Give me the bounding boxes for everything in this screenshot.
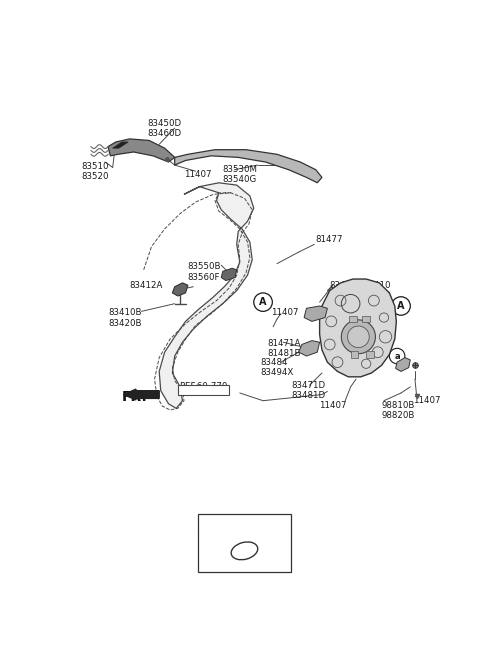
Text: 83450D
83460D: 83450D 83460D	[147, 119, 182, 138]
Text: 81477: 81477	[316, 235, 343, 244]
Polygon shape	[299, 340, 320, 356]
Text: FR.: FR.	[122, 390, 148, 404]
Text: 81471A
81481B: 81471A 81481B	[268, 339, 301, 359]
Text: A: A	[259, 297, 267, 307]
Polygon shape	[159, 183, 254, 409]
Text: a: a	[205, 517, 211, 526]
Text: A: A	[397, 301, 405, 311]
Text: 83412A: 83412A	[129, 281, 162, 290]
Text: 11407: 11407	[271, 308, 298, 317]
Polygon shape	[113, 142, 128, 148]
Bar	[178, 384, 229, 396]
Text: 83550B
83560F: 83550B 83560F	[188, 262, 221, 281]
Text: REF.60-770: REF.60-770	[179, 382, 228, 392]
Bar	[366, 351, 374, 357]
Bar	[350, 351, 359, 357]
Polygon shape	[396, 357, 410, 371]
Text: a: a	[394, 351, 400, 361]
Circle shape	[341, 320, 375, 353]
Polygon shape	[221, 268, 237, 281]
Text: 83485C
83495C: 83485C 83495C	[330, 281, 363, 300]
Bar	[362, 316, 370, 322]
Text: REF.60-770: REF.60-770	[180, 388, 227, 397]
Bar	[198, 514, 291, 572]
Polygon shape	[172, 283, 188, 296]
Text: 98810B
98820B: 98810B 98820B	[382, 401, 415, 420]
Text: 83510
83520: 83510 83520	[82, 162, 109, 181]
Text: 83530M
83540G: 83530M 83540G	[223, 165, 258, 185]
Bar	[349, 316, 357, 322]
Text: 81410
81420: 81410 81420	[364, 281, 391, 300]
Polygon shape	[304, 306, 327, 321]
Text: 11407: 11407	[319, 401, 347, 410]
FancyArrow shape	[123, 389, 159, 400]
Polygon shape	[320, 279, 396, 377]
Text: 1731JE: 1731JE	[218, 517, 252, 527]
Text: 83410B
83420B: 83410B 83420B	[108, 308, 142, 328]
Text: 83484
83494X: 83484 83494X	[260, 357, 293, 377]
Circle shape	[348, 326, 369, 348]
Polygon shape	[175, 150, 322, 183]
Text: 11407: 11407	[413, 396, 440, 405]
Text: 83471D
83481D: 83471D 83481D	[291, 380, 325, 400]
Polygon shape	[108, 139, 175, 162]
Text: 11407: 11407	[184, 170, 212, 179]
